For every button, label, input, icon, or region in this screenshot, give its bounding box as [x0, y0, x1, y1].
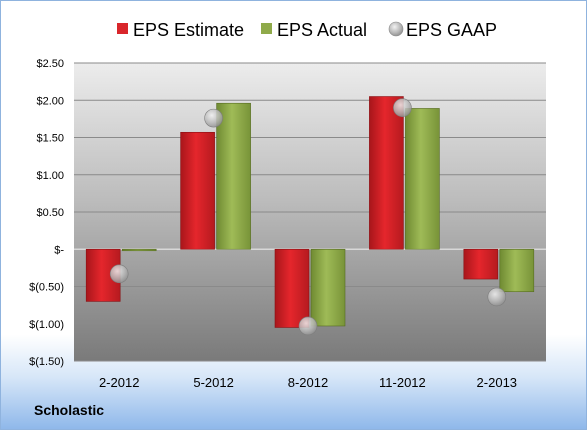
- legend-label: EPS Actual: [277, 20, 367, 40]
- y-tick-label: $(0.50): [29, 282, 64, 294]
- eps-actual-bar: [499, 248, 535, 293]
- x-tick-label: 2-2012: [99, 375, 139, 390]
- legend-label: EPS GAAP: [406, 20, 497, 40]
- eps-estimate-bar: [274, 248, 310, 328]
- eps-actual-bar: [121, 248, 157, 252]
- y-tick-label: $(1.50): [29, 356, 64, 368]
- x-tick-label: 2-2013: [477, 375, 517, 390]
- eps-gaap-marker: [393, 98, 412, 117]
- y-tick-label: $2.50: [36, 58, 64, 70]
- y-tick-label: $2.00: [36, 95, 64, 107]
- eps-actual-bar: [405, 108, 440, 250]
- eps-gaap-marker: [487, 287, 507, 307]
- eps-gaap-marker: [109, 264, 129, 284]
- legend-swatch-gaap: [388, 21, 404, 37]
- eps-actual-bar: [310, 248, 346, 327]
- x-tick-label: 11-2012: [379, 375, 426, 390]
- eps-estimate-bar: [463, 248, 499, 280]
- y-tick-label: $1.50: [36, 133, 64, 145]
- eps-gaap-marker: [298, 316, 318, 336]
- eps-estimate-bar: [369, 96, 404, 250]
- y-tick-label: $(1.00): [29, 319, 64, 331]
- eps-estimate-bar: [180, 131, 215, 250]
- y-tick-label: $0.50: [36, 207, 64, 219]
- legend-swatch-estimate: [117, 23, 128, 34]
- x-tick-label: 8-2012: [288, 375, 328, 390]
- eps-gaap-marker: [204, 108, 223, 128]
- y-tick-label: $1.00: [36, 170, 64, 182]
- legend-swatch-actual: [261, 23, 272, 34]
- eps-actual-bar: [216, 102, 251, 250]
- y-tick-label: $-: [54, 244, 64, 256]
- company-name: Scholastic: [34, 402, 105, 418]
- x-tick-label: 5-2012: [193, 375, 233, 390]
- legend-label: EPS Estimate: [133, 20, 244, 40]
